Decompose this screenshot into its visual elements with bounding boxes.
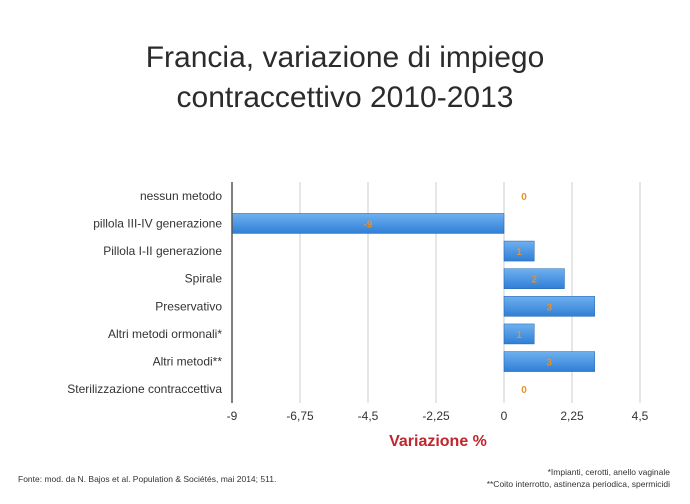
- value-label: 2: [531, 275, 537, 286]
- category-labels: nessun metodo pillola III-IV generazione P…: [67, 189, 222, 396]
- x-tick-label: -2,25: [422, 409, 450, 423]
- chart-title: Francia, variazione di impiego contracce…: [0, 38, 690, 118]
- chart-title-line-1: Francia, variazione di impiego: [145, 41, 545, 74]
- bar: [503, 240, 535, 262]
- bar: [503, 296, 595, 317]
- category-label: Altri metodi**: [153, 355, 223, 369]
- footnote-1: *Impianti, cerotti, anello vaginale: [547, 467, 670, 477]
- footnote-2: **Coito interrotto, astinenza periodica,…: [486, 479, 670, 489]
- category-label: Spirale: [185, 272, 223, 286]
- footnotes: *Impianti, cerotti, anello vaginale **Co…: [487, 466, 670, 490]
- value-label: 3: [547, 302, 553, 313]
- chart-title-line-2: contraccettivo 2010-2013: [176, 81, 514, 114]
- category-label: Pillola I-II generazione: [103, 244, 222, 258]
- bars: [231, 213, 595, 372]
- value-label: 0: [521, 192, 527, 203]
- category-label: pillola III-IV generazione: [93, 216, 222, 230]
- value-label: 1: [516, 330, 522, 341]
- value-label: 1: [516, 247, 522, 258]
- x-tick-label: 4,5: [632, 409, 649, 423]
- value-label: -9: [364, 219, 373, 230]
- value-label: 0: [521, 385, 527, 396]
- x-tick-label: -9: [227, 409, 238, 423]
- x-tick-labels: -9 -6,75 -4,5 -2,25 0 2,25 4,5: [227, 409, 649, 423]
- bar: [503, 351, 595, 372]
- value-label: 3: [547, 358, 553, 369]
- category-label: nessun metodo: [140, 189, 222, 203]
- bar: [503, 323, 535, 345]
- category-label: Altri metodi ormonali*: [108, 327, 222, 341]
- category-label: Preservativo: [155, 299, 222, 313]
- source-note: Fonte: mod. da N. Bajos et al. Populatio…: [18, 474, 277, 484]
- value-labels: 0 -9 1 2 3 1 3 0: [364, 192, 553, 396]
- bar: [503, 268, 565, 289]
- x-axis-label: Variazione %: [389, 433, 487, 450]
- x-tick-label: -4,5: [358, 409, 379, 423]
- x-tick-label: 0: [501, 409, 508, 423]
- category-label: Sterilizzazione contraccettiva: [67, 382, 222, 396]
- x-tick-label: 2,25: [560, 409, 584, 423]
- x-tick-label: -6,75: [286, 409, 314, 423]
